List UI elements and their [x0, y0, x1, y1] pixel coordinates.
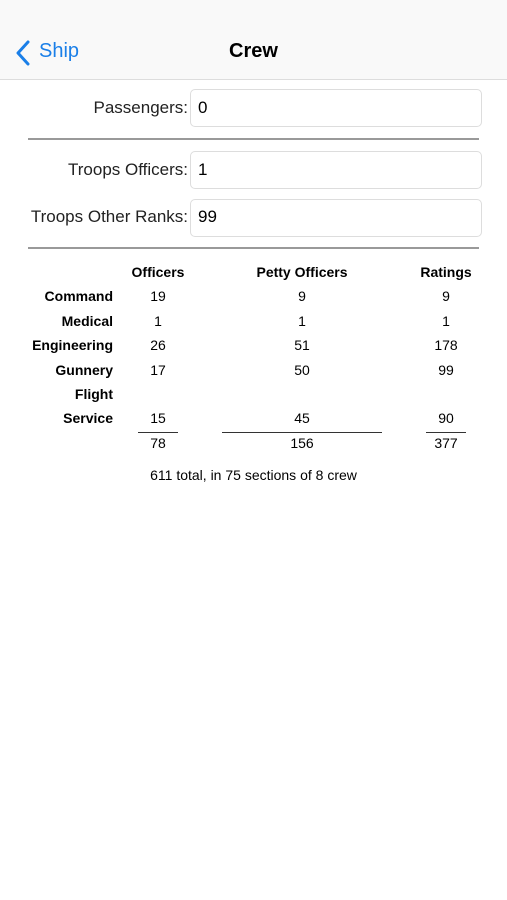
- text-field[interactable]: [190, 199, 482, 237]
- row-label: Flight: [74, 386, 113, 402]
- text-field[interactable]: [190, 151, 482, 189]
- cell: 51: [294, 337, 310, 354]
- back-chevron[interactable]: [14, 40, 32, 66]
- cell: 1: [442, 312, 450, 329]
- total: 377: [434, 434, 458, 451]
- sum-line: [138, 432, 178, 433]
- cell: 90: [438, 410, 454, 427]
- total: 156: [290, 434, 314, 451]
- cell: 45: [294, 410, 310, 427]
- field-value[interactable]: 1: [198, 160, 208, 179]
- nav-title: Crew: [229, 40, 278, 62]
- cell: 9: [442, 288, 450, 305]
- cell: 50: [294, 361, 310, 378]
- back-button[interactable]: Ship: [39, 40, 80, 62]
- sum-line: [426, 432, 466, 433]
- row-label: Gunnery: [55, 361, 113, 378]
- column-header: Officers: [131, 264, 185, 280]
- cell: 19: [150, 288, 166, 305]
- summary: 611 total, in 75 sections of 8 crew: [150, 467, 357, 483]
- field-label: Troops Other Ranks:: [30, 207, 188, 226]
- cell: 1: [298, 312, 306, 329]
- row-label: Service: [63, 410, 113, 427]
- cell: 178: [434, 337, 458, 354]
- text-field[interactable]: [190, 89, 482, 127]
- column-header: Ratings: [420, 264, 472, 280]
- field-value[interactable]: 99: [198, 207, 217, 226]
- field-value[interactable]: 0: [198, 98, 208, 117]
- cell: 9: [298, 288, 306, 305]
- sum-line: [222, 432, 382, 433]
- cell: 17: [150, 361, 166, 378]
- cell: 26: [150, 337, 166, 354]
- row-label: Command: [44, 288, 113, 305]
- separator: [28, 138, 479, 140]
- cell: 1: [154, 312, 162, 329]
- field-label: Passengers:: [93, 98, 189, 117]
- row-label: Medical: [61, 312, 113, 329]
- total: 78: [150, 434, 166, 451]
- cell: 99: [438, 361, 454, 378]
- column-header: Petty Officers: [256, 264, 348, 280]
- cell: 15: [150, 410, 166, 427]
- separator: [28, 247, 479, 249]
- row-label: Engineering: [32, 337, 113, 354]
- field-label: Troops Officers:: [68, 160, 188, 179]
- nav-bar: Ship Crew: [0, 0, 507, 80]
